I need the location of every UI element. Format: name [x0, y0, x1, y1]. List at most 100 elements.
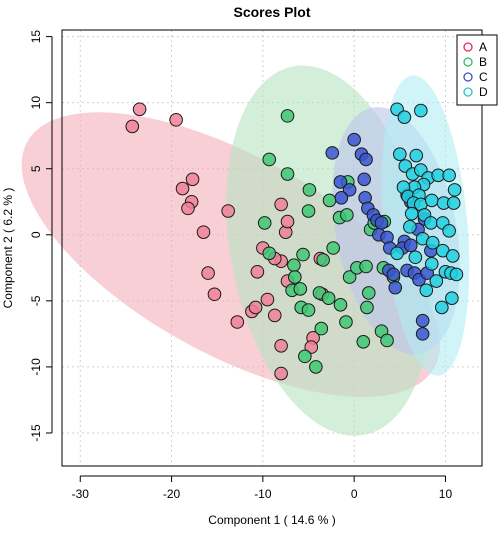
y-tick-label: 10	[29, 96, 43, 110]
point-b	[301, 204, 316, 218]
point-a	[267, 308, 282, 323]
x-tick-label: 0	[351, 487, 358, 501]
point-c	[403, 238, 418, 253]
point-d	[424, 193, 439, 208]
point-b	[359, 259, 373, 274]
point-a	[274, 338, 288, 353]
point-d	[435, 300, 449, 315]
point-a	[175, 181, 190, 196]
x-tick-label: -30	[72, 487, 90, 501]
legend-box	[456, 34, 498, 106]
point-a	[230, 315, 245, 329]
point-d	[424, 216, 438, 230]
axis-layer: -30 -20 -10 0 10 -15 -10 -5 0 5 10 15	[29, 30, 452, 501]
point-a	[181, 201, 195, 216]
point-b	[280, 109, 295, 123]
point-b	[361, 286, 376, 300]
point-a	[201, 266, 215, 280]
point-c	[325, 146, 340, 160]
point-b	[262, 246, 277, 261]
point-a	[169, 113, 183, 127]
point-d	[419, 283, 434, 298]
point-c	[386, 267, 401, 282]
point-b	[342, 270, 357, 284]
y-axis-label: Component 2 ( 6.2 % )	[1, 188, 15, 309]
point-d	[447, 183, 462, 197]
y-tick-label: -5	[29, 295, 43, 306]
point-b	[360, 300, 374, 315]
legend-label-c: C	[479, 70, 488, 84]
point-d	[404, 206, 419, 221]
point-b	[287, 258, 301, 272]
point-b	[321, 291, 336, 306]
legend-label-b: B	[479, 55, 487, 69]
point-b	[316, 253, 330, 267]
point-b	[257, 216, 272, 230]
point-b	[326, 241, 340, 255]
point-b	[301, 303, 316, 317]
point-b	[298, 349, 312, 364]
point-d	[442, 168, 456, 183]
point-a	[260, 292, 275, 307]
point-c	[359, 152, 373, 167]
point-c	[357, 172, 372, 187]
point-b	[293, 282, 308, 296]
point-b	[280, 167, 295, 181]
chart-title: Scores Plot	[233, 4, 310, 20]
x-axis-label: Component 1 ( 14.6 % )	[208, 513, 335, 527]
point-a	[132, 102, 147, 117]
point-c	[415, 313, 430, 328]
point-d	[429, 274, 444, 288]
point-a	[274, 197, 288, 212]
legend-label-d: D	[479, 85, 488, 99]
point-a	[207, 287, 222, 302]
point-b	[322, 193, 337, 208]
points-layer	[125, 102, 464, 381]
x-tick-label: -20	[163, 487, 181, 501]
point-a	[196, 225, 211, 239]
point-b	[380, 333, 394, 348]
point-d	[442, 224, 456, 238]
point-c	[374, 216, 389, 230]
point-b	[314, 321, 329, 336]
point-d	[445, 249, 460, 263]
point-c	[334, 190, 349, 205]
point-a	[221, 204, 235, 218]
point-d	[408, 250, 423, 265]
legend-marker-d	[463, 87, 473, 97]
point-a	[125, 119, 140, 134]
y-tick-label: -10	[29, 358, 43, 376]
point-c	[415, 327, 430, 341]
point-a	[274, 366, 288, 381]
point-d	[393, 147, 407, 161]
point-b	[340, 208, 354, 222]
point-b	[309, 360, 323, 374]
point-a	[185, 172, 200, 187]
y-tick-label: -15	[29, 424, 43, 442]
point-b	[333, 298, 348, 312]
point-d	[446, 196, 461, 210]
point-d	[409, 148, 424, 163]
point-b	[339, 315, 353, 329]
point-c	[333, 175, 348, 189]
point-d	[403, 220, 417, 234]
plot-frame	[61, 29, 483, 467]
legend-label-a: A	[479, 40, 487, 54]
point-d	[397, 110, 412, 124]
legend-marker-c	[463, 72, 473, 82]
point-d	[390, 246, 404, 261]
point-a	[304, 340, 319, 354]
point-d	[414, 103, 428, 118]
y-tick-label: 15	[29, 30, 43, 44]
point-d	[425, 235, 440, 250]
point-b	[302, 183, 317, 197]
point-d	[424, 257, 439, 271]
point-a	[250, 264, 265, 279]
legend-marker-b	[463, 57, 473, 67]
point-c	[388, 280, 403, 295]
x-tick-label: 10	[439, 487, 453, 501]
point-b	[356, 335, 371, 349]
point-b	[288, 270, 302, 284]
